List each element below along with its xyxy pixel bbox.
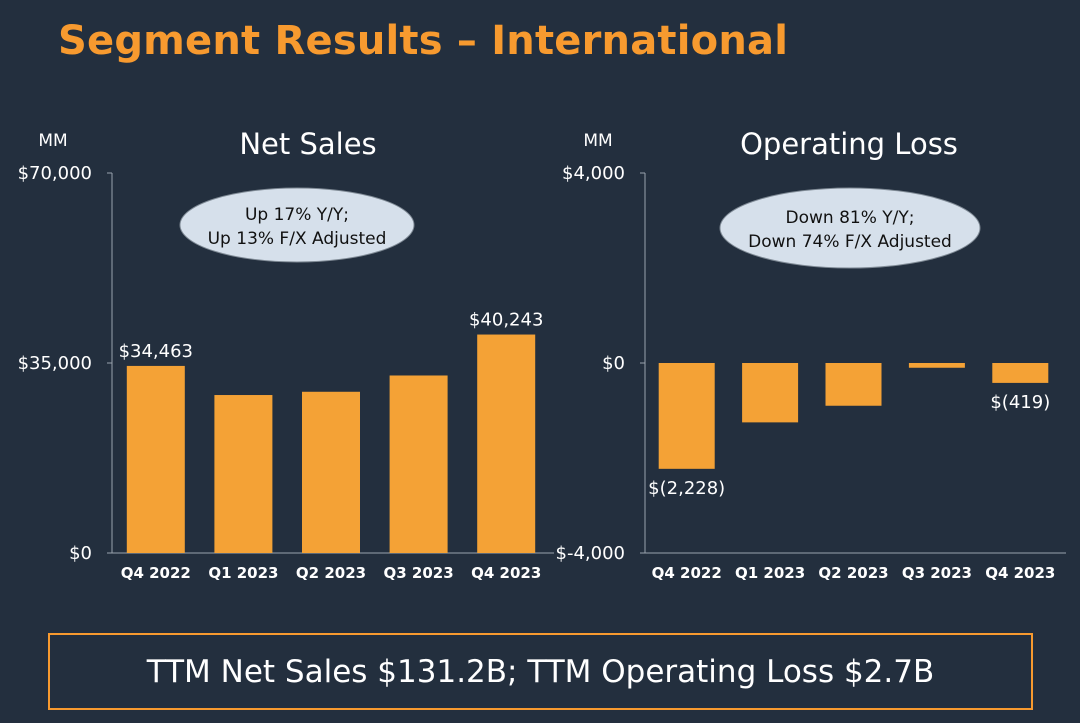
net-sales-unit-label: MM (38, 131, 67, 151)
net-sales-callout-text: Up 17% Y/Y; (245, 205, 349, 225)
operating-loss-x-tick-label: Q4 2023 (985, 564, 1055, 582)
operating-loss-y-tick-label: $-4,000 (556, 543, 625, 564)
net-sales-y-tick-label: $0 (69, 543, 92, 564)
operating-loss-x-tick-label: Q1 2023 (735, 564, 805, 582)
net-sales-bar (214, 395, 273, 553)
operating-loss-data-label: $(2,228) (648, 478, 725, 499)
net-sales-data-label: $40,243 (469, 310, 543, 331)
net-sales-bar (389, 375, 448, 553)
net-sales-x-tick-label: Q3 2023 (384, 564, 454, 582)
net-sales-x-tick-label: Q4 2022 (121, 564, 191, 582)
net-sales-y-tick-label: $35,000 (18, 353, 92, 374)
operating-loss-bar (658, 363, 715, 469)
ttm-summary-text: TTM Net Sales $131.2B; TTM Operating Los… (146, 653, 935, 690)
operating-loss-data-label: $(419) (990, 392, 1050, 413)
operating-loss-bar (908, 363, 965, 368)
page-title: Segment Results – International (58, 18, 789, 64)
operating-loss-unit-label: MM (583, 131, 612, 151)
operating-loss-callout-text: Down 81% Y/Y; (786, 208, 915, 228)
net-sales-bar (126, 365, 185, 553)
net-sales-bar (477, 334, 536, 553)
net-sales-data-label: $34,463 (119, 341, 193, 362)
operating-loss-x-tick-label: Q3 2023 (902, 564, 972, 582)
operating-loss-bar (742, 363, 799, 423)
net-sales-callout-text: Up 13% F/X Adjusted (208, 229, 387, 249)
operating-loss-y-tick-label: $0 (602, 353, 625, 374)
net-sales-bar (302, 391, 360, 553)
net-sales-x-tick-label: Q4 2023 (471, 564, 541, 582)
operating-loss-chart-title: Operating Loss (740, 127, 958, 161)
operating-loss-callout-bubble (719, 187, 981, 269)
net-sales-chart-title: Net Sales (239, 127, 376, 161)
net-sales-y-tick-label: $70,000 (18, 163, 92, 184)
operating-loss-x-tick-label: Q2 2023 (818, 564, 888, 582)
net-sales-x-tick-label: Q1 2023 (208, 564, 278, 582)
net-sales-x-tick-label: Q2 2023 (296, 564, 366, 582)
operating-loss-bar (992, 363, 1049, 383)
operating-loss-y-tick-label: $4,000 (562, 163, 625, 184)
net-sales-callout-bubble (179, 187, 415, 263)
operating-loss-bar (825, 363, 882, 406)
operating-loss-x-tick-label: Q4 2022 (652, 564, 722, 582)
ttm-summary-box: TTM Net Sales $131.2B; TTM Operating Los… (48, 633, 1033, 710)
operating-loss-callout-text: Down 74% F/X Adjusted (748, 232, 952, 252)
